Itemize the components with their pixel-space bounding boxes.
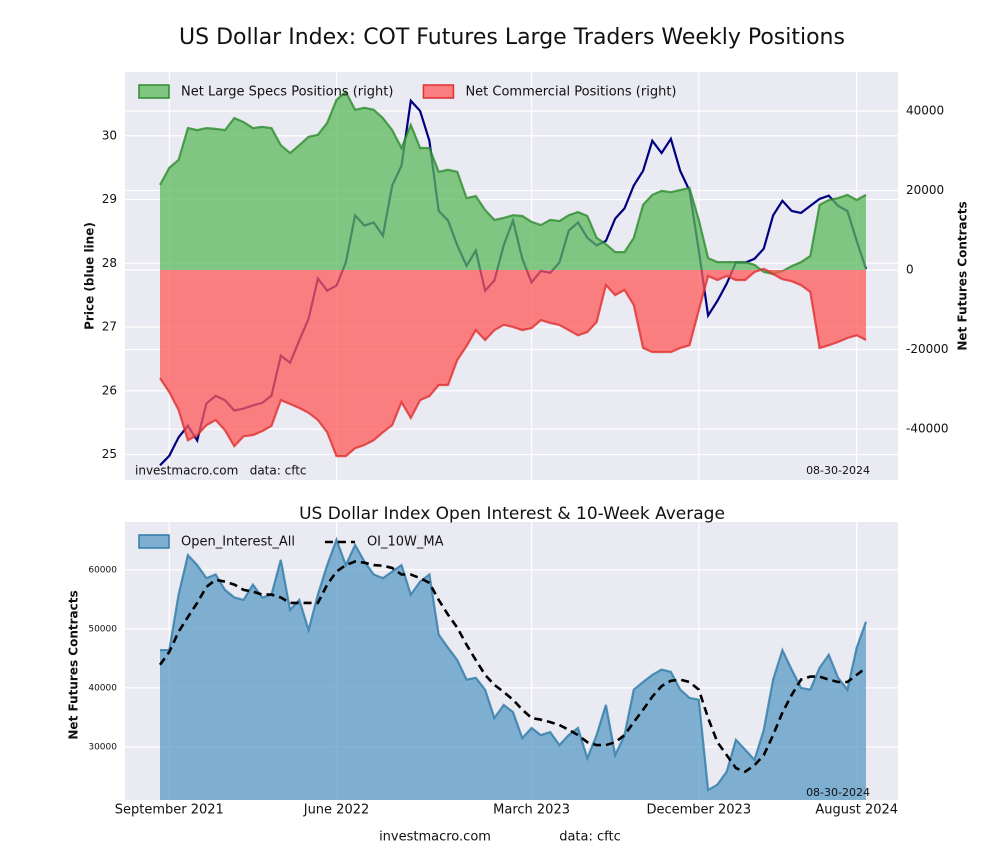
legend-label: Net Commercial Positions (right) (465, 85, 676, 100)
series-line (159, 267, 867, 458)
y-axis-label: Net Futures Contracts (67, 590, 81, 739)
annotation: investmacro.com data: cftc (135, 464, 307, 478)
x-tick-label: August 2024 (815, 803, 898, 818)
x-tick-label: March 2023 (493, 803, 570, 818)
y-axis-label: Price (blue line) (83, 222, 97, 330)
chart-title: US Dollar Index Open Interest & 10-Week … (299, 504, 725, 524)
y-tick-label: 40000 (88, 683, 117, 693)
series-line (160, 536, 868, 792)
y-tick-label: 30000 (88, 742, 117, 752)
legend-swatch (138, 534, 170, 549)
y-tick-label: 29 (102, 192, 117, 206)
y2-axis-label: Net Futures Contracts (956, 201, 970, 350)
x-tick-label: September 2021 (115, 803, 224, 818)
legend-label: Open_Interest_All (181, 535, 295, 550)
x-tick-label: December 2023 (646, 803, 751, 818)
y-tick-label: 30 (102, 128, 117, 142)
series-line (158, 560, 867, 774)
legend-label: Net Large Specs Positions (right) (181, 85, 393, 100)
series-line (159, 90, 867, 276)
legend-swatch (138, 84, 170, 99)
area-fill (160, 539, 866, 800)
plot: 25 26 27 28 29 30 -40000 -20000 0 20000 40000 Net L… (102, 72, 949, 480)
y2-tick-label: -20000 (906, 342, 949, 356)
y2-tick-label: 20000 (906, 183, 944, 197)
y-tick-label: 60000 (88, 565, 117, 575)
area-fill (160, 268, 866, 457)
y-tick-label: 27 (102, 320, 117, 334)
y-tick-label: 28 (102, 256, 117, 270)
y-tick-label: 50000 (88, 624, 117, 634)
plot: 30000 40000 50000 60000 September 2021 June 2… (88, 522, 898, 818)
y-tick-label: 26 (102, 383, 117, 397)
y2-tick-label: 0 (906, 263, 914, 277)
legend-swatch (422, 84, 455, 99)
footer-text: data: cftc (559, 830, 621, 845)
footer-text: investmacro.com (379, 830, 491, 845)
y2-tick-label: 40000 (906, 103, 944, 117)
annotation: 08-30-2024 (806, 786, 870, 799)
annotation: 08-30-2024 (806, 464, 870, 477)
chart-title: US Dollar Index: COT Futures Large Trade… (179, 25, 845, 50)
area-fill (160, 91, 866, 275)
y-tick-label: 25 (102, 447, 117, 461)
x-tick-label: June 2022 (303, 803, 370, 818)
legend-label: OI_10W_MA (367, 535, 444, 550)
y2-tick-label: -40000 (906, 422, 949, 436)
